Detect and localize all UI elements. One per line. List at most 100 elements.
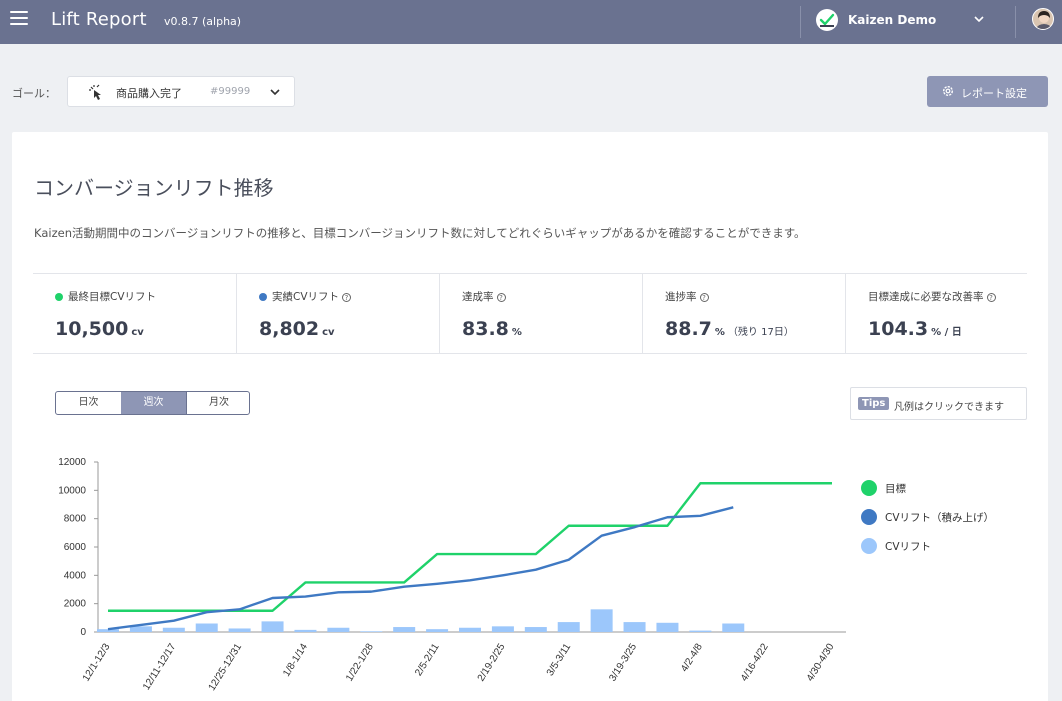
metric-value: 104.3% / 日: [868, 318, 962, 340]
legend-label[interactable]: 目標: [885, 482, 906, 495]
bar-cv-lift[interactable]: [426, 629, 449, 632]
tips-box: Tips 凡例はクリックできます: [850, 387, 1027, 420]
bar-cv-lift[interactable]: [590, 609, 613, 632]
metric-number: 8,802: [259, 318, 320, 340]
metric-number: 83.8: [462, 318, 509, 340]
x-tick-label: 4/30-4/30: [805, 641, 837, 683]
bar-cv-lift[interactable]: [557, 622, 580, 632]
metric-label: 最終目標CVリフト: [55, 289, 156, 304]
metric-progress-rate: 進捗率? 88.7% （残り 17日）: [642, 274, 845, 354]
bar-cv-lift[interactable]: [656, 622, 679, 632]
x-tick-label: 2/5-2/11: [413, 641, 442, 678]
card-description: Kaizen活動期間中のコンバージョンリフトの推移と、目標コンバージョンリフト数…: [34, 226, 806, 240]
bar-cv-lift[interactable]: [393, 627, 416, 632]
tips-badge: Tips: [858, 397, 890, 410]
legend-label[interactable]: CVリフト: [885, 541, 931, 553]
tab-monthly[interactable]: 月次: [186, 392, 249, 414]
goal-select[interactable]: 商品購入完了 #99999: [67, 76, 295, 107]
metric-label-text: 達成率: [462, 291, 494, 303]
target-line[interactable]: [108, 482, 832, 612]
metric-unit: %: [511, 327, 522, 338]
metric-label: 目標達成に必要な改善率?: [868, 289, 996, 304]
x-tick-label: 12/1-12/3: [81, 641, 113, 683]
bar-cv-lift[interactable]: [327, 627, 350, 632]
metric-unit: %: [714, 327, 725, 338]
metric-value: 83.8%: [462, 318, 522, 340]
bar-cv-lift[interactable]: [722, 623, 745, 633]
bar-cv-lift[interactable]: [623, 622, 646, 632]
x-tick-label: 1/8-1/14: [281, 641, 310, 678]
metric-label-text: 最終目標CVリフト: [68, 291, 157, 303]
bar-cv-lift[interactable]: [294, 629, 317, 632]
metric-target-cv: 最終目標CVリフト 10,500 cv: [33, 274, 236, 354]
x-tick-label: 3/19-3/25: [607, 641, 639, 683]
y-tick-label: 10000: [58, 485, 86, 496]
bar-cv-lift[interactable]: [524, 627, 547, 632]
legend-label[interactable]: CVリフト（積み上げ）: [885, 511, 994, 524]
bar-cv-lift[interactable]: [459, 627, 481, 632]
hamburger-icon[interactable]: [10, 11, 28, 27]
metric-unit: cv: [131, 327, 144, 338]
chevron-down-icon[interactable]: [973, 14, 985, 24]
app-version: v0.8.7 (alpha): [164, 15, 242, 28]
help-icon[interactable]: ?: [986, 293, 996, 302]
blue-dot-icon: [259, 293, 267, 301]
metric-label-text: 目標達成に必要な改善率: [868, 291, 984, 303]
metric-label: 達成率?: [462, 289, 506, 304]
legend-marker[interactable]: [861, 480, 877, 496]
x-tick-label: 12/11-12/17: [141, 641, 178, 692]
help-icon[interactable]: ?: [496, 293, 506, 302]
help-icon[interactable]: ?: [342, 293, 352, 302]
metric-actual-cv: 実績CVリフト? 8,802 cv: [236, 274, 439, 354]
header-divider: [1015, 6, 1016, 38]
bar-cv-lift[interactable]: [228, 628, 251, 632]
bar-cv-lift[interactable]: [97, 629, 119, 632]
bar-cv-lift[interactable]: [129, 626, 152, 632]
metrics-row: 最終目標CVリフト 10,500 cv 実績CVリフト? 8,802 cv 達成率?…: [33, 273, 1027, 354]
report-settings-label: レポート設定: [961, 87, 1027, 100]
project-switcher-label[interactable]: Kaizen Demo: [848, 13, 937, 27]
bar-cv-lift[interactable]: [491, 626, 514, 632]
bar-cv-lift[interactable]: [261, 621, 284, 632]
report-settings-button[interactable]: レポート設定: [927, 76, 1048, 107]
bar-cv-lift[interactable]: [689, 630, 712, 632]
y-tick-label: 2000: [64, 599, 87, 610]
actual-cumulative-line[interactable]: [107, 506, 734, 631]
header-divider: [800, 6, 801, 38]
gear-icon: [942, 85, 954, 97]
metric-label-text: 実績CVリフト: [272, 291, 340, 303]
project-logo-icon: [816, 9, 838, 31]
green-dot-icon: [55, 293, 63, 301]
x-tick-label: 4/2-4/8: [679, 641, 705, 674]
bar-cv-lift[interactable]: [195, 623, 218, 633]
metric-label: 実績CVリフト?: [259, 289, 352, 304]
legend-marker[interactable]: [861, 538, 877, 554]
metric-value: 88.7% （残り 17日）: [665, 318, 794, 340]
help-icon[interactable]: ?: [699, 293, 709, 302]
metric-value: 8,802 cv: [259, 318, 335, 340]
metric-number: 88.7: [665, 318, 712, 340]
goal-label: ゴール：: [12, 87, 56, 100]
conversion-lift-chart: 0 2000 4000 6000 8000 10000 12000 12/1-12/3 12/1…: [58, 457, 994, 693]
tab-daily[interactable]: 日次: [78, 397, 99, 408]
chevron-down-icon: [270, 89, 280, 96]
user-avatar[interactable]: [1032, 8, 1054, 30]
metric-number: 104.3: [868, 318, 929, 340]
bar-cv-lift[interactable]: [360, 631, 383, 632]
metric-number: 10,500: [55, 318, 129, 340]
metric-note: （残り 17日）: [727, 327, 794, 338]
app-title[interactable]: Lift Report: [51, 9, 147, 30]
x-tick-label: 1/22-1/28: [344, 641, 376, 683]
period-toggle: 日次 週次 月次: [55, 391, 250, 415]
y-tick-label: 12000: [58, 457, 86, 468]
y-tick-label: 6000: [64, 542, 87, 553]
x-tick-label: 4/16-4/22: [739, 641, 771, 683]
x-tick-label: 12/25-12/31: [207, 641, 245, 692]
tips-text: 凡例はクリックできます: [894, 402, 1004, 413]
legend-marker[interactable]: [861, 509, 877, 525]
bar-cv-lift[interactable]: [162, 627, 185, 632]
conversion-lift-card: コンバージョンリフト推移 Kaizen活動期間中のコンバージョンリフトの推移と、…: [12, 132, 1048, 701]
tab-weekly[interactable]: 週次: [121, 392, 186, 414]
metric-achievement-rate: 達成率? 83.8%: [439, 274, 642, 354]
goal-id: #99999: [210, 86, 251, 97]
